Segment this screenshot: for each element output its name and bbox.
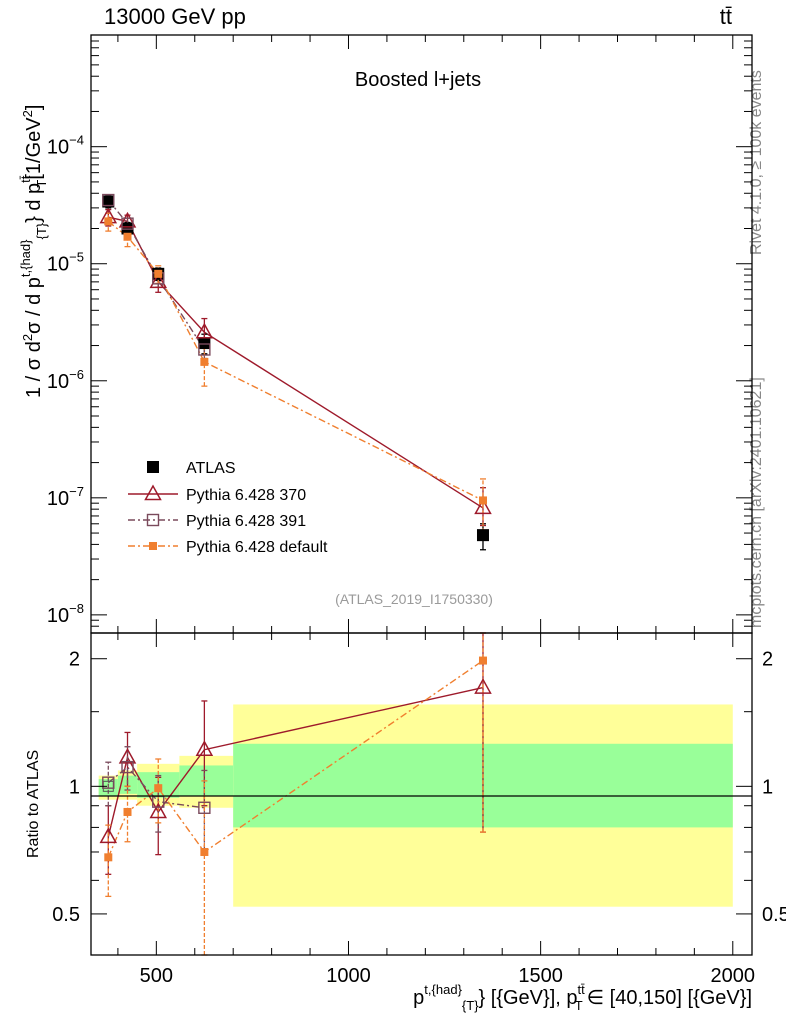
main-pythia-6-428-370-point-1: [118, 211, 137, 228]
legend-label-pythia-6-428-370: Pythia 6.428 370: [186, 487, 306, 504]
x-tick-label-1000: 1000: [326, 965, 371, 987]
main-pythia-6-428-default-point-2: [154, 269, 163, 278]
main-y-tick-label-−6: 10−6: [47, 367, 84, 393]
ratio-pythia-6-428-391-point-0: [102, 776, 115, 789]
ratio-pythia-6-428-370-point-3: [195, 740, 214, 756]
ratio-pythia-6-428-default-point-1: [123, 807, 132, 816]
ratio-y-tick-label-left-0: 0.5: [52, 904, 80, 926]
main-pythia-6-428-391-point-0: [102, 193, 115, 207]
main-pythia-6-428-391-point-1: [121, 217, 134, 230]
legend-label-atlas: ATLAS: [186, 460, 236, 477]
main-y-tick-label-−8: 10−8: [47, 601, 84, 627]
ratio-pythia-6-428-default-point-0: [104, 853, 113, 862]
ratio-pythia-6-428-391-line: [107, 766, 205, 809]
ratio-pythia-6-428-default-point-4: [478, 656, 487, 665]
x-tick-label-2000: 2000: [711, 965, 756, 987]
chart-title: Boosted l+jets: [355, 69, 481, 91]
main-pythia-6-428-370-point-4: [474, 498, 492, 515]
ratio-pythia-6-428-default-point-3: [200, 847, 209, 856]
main-pythia-6-428-default-point-0: [104, 217, 113, 226]
ratio-pythia-6-428-391-point-3: [198, 801, 211, 814]
tick-labels: 500 1000 1500 2000 10−8 10−7 10−6 10−5 10−4 0.5 0.…: [47, 133, 786, 987]
analysis-reference: (ATLAS_2019_I1750330): [335, 591, 493, 607]
ratio-y-tick-label-right-1: 1: [762, 776, 773, 798]
main-pythia-6-428-370-line: [108, 216, 484, 509]
rivet-label: Rivet 4.1.0, ≥ 100k events: [748, 70, 765, 255]
ratio-pythia-6-428-391-point-1: [121, 760, 134, 774]
legend: ATLAS Pythia 6.428 370 Pythia 6.428 391 Pyt…: [128, 460, 328, 556]
legend-marker-pythia-6-428-391: [146, 513, 160, 527]
main-pythia-6-428-370-point-2: [149, 272, 168, 289]
main-atlas-point-0: [102, 195, 115, 208]
uncertainty-bands: [98, 704, 733, 907]
main-pythia-6-428-default-point-1: [123, 232, 132, 241]
mcplots-label: mcplots.cern.ch [arXiv:2401.10621]: [748, 377, 765, 628]
energy-label: 13000 GeV pp: [104, 4, 246, 29]
markers: [99, 193, 492, 862]
main-pythia-6-428-default-point-4: [478, 496, 487, 505]
x-tick-label-500: 500: [140, 965, 173, 987]
ratio-pythia-6-428-370-point-2: [149, 802, 168, 819]
ratio-plot-frame: [90, 632, 753, 956]
main-y-tick-label-−4: 10−4: [47, 133, 84, 159]
legend-marker-pythia-6-428-default: [149, 542, 157, 550]
main-pythia-6-428-default-line: [107, 220, 484, 502]
main-atlas-point-4: [476, 529, 489, 542]
main-pythia-6-428-391-line: [107, 199, 205, 350]
ratio-pythia-6-428-370-point-1: [118, 747, 137, 764]
main-atlas-point-3: [198, 337, 211, 350]
ratio-pythia-6-428-370-point-4: [474, 678, 492, 694]
x-axis-label: pt,{had}{T}} [{GeV}], ptt̄ T ∈ [40,150] [{…: [413, 982, 752, 1013]
ratio-y-tick-label-right-0: 0.5: [762, 904, 786, 926]
main-y-axis-label: 1 / σ d2σ / d pt,{had}{T}} d ptt̄T[1/GeV…: [18, 105, 49, 398]
axis-ticks: [91, 35, 752, 955]
main-y-tick-label-−7: 10−7: [47, 484, 84, 510]
legend-marker-pythia-6-428-370: [144, 484, 162, 501]
ratio-pythia-6-428-370-point-0: [99, 827, 118, 844]
ratio-y-tick-label-left-1: 1: [69, 776, 80, 798]
main-pythia-6-428-391-point-3: [198, 343, 211, 356]
legend-label-pythia-6-428-391: Pythia 6.428 391: [186, 513, 306, 530]
main-pythia-6-428-370-point-3: [195, 322, 214, 339]
x-tick-label-1500: 1500: [518, 965, 563, 987]
ratio-pythia-6-428-default-line: [107, 660, 484, 858]
main-y-tick-label-−5: 10−5: [47, 250, 84, 276]
ratio-y-tick-label-right-2: 2: [762, 649, 773, 671]
ratio-y-tick-label-left-2: 2: [69, 649, 80, 671]
legend-marker-atlas: [147, 461, 159, 473]
main-pythia-6-428-default-point-3: [200, 357, 209, 366]
ratio-pythia-6-428-default-point-2: [154, 784, 163, 793]
process-label: tt̄: [720, 4, 732, 29]
legend-label-pythia-6-428-default: Pythia 6.428 default: [186, 539, 328, 556]
ratio-y-axis-label: Ratio to ATLAS: [25, 750, 42, 858]
